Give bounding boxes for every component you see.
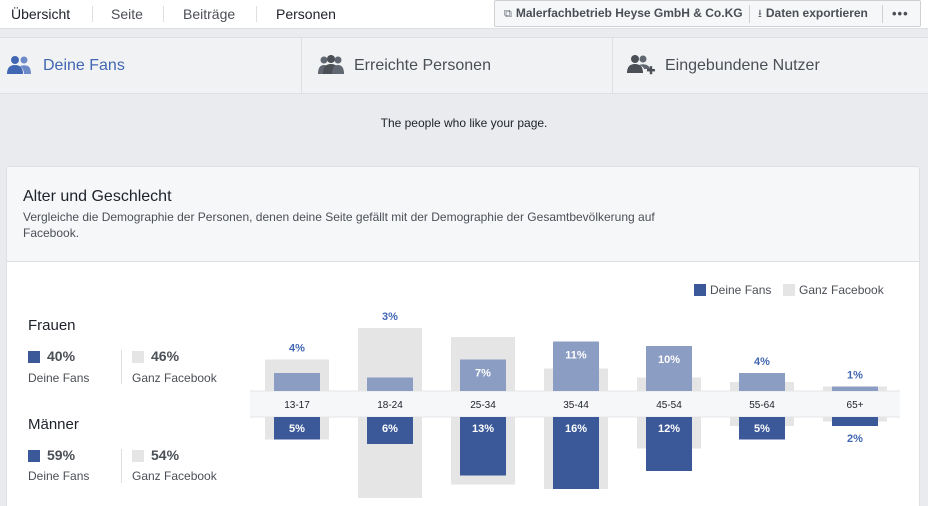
page-name: Malerfachbetrieb Heyse GmbH & Co.KG — [515, 6, 743, 20]
age-category-label: 25-34 — [470, 400, 496, 411]
women-fans-bar — [274, 373, 320, 391]
age-category-label: 65+ — [847, 400, 864, 411]
men-fans-bar — [553, 417, 599, 489]
pill-divider — [749, 5, 750, 23]
women-fans-value-label: 1% — [847, 370, 863, 382]
men-fans-bar — [646, 417, 692, 471]
men-fans-bar — [367, 417, 413, 444]
page-actions-group: ⧉ Malerfachbetrieb Heyse GmbH & Co.KG ⭳ Da… — [494, 0, 921, 27]
women-fans-value-label: 4% — [754, 356, 770, 368]
women-fans-swatch — [28, 351, 40, 363]
subtab-label: Deine Fans — [43, 57, 125, 74]
download-icon: ⭳ — [758, 8, 762, 20]
export-data-button[interactable]: ⭳ Daten exportieren — [758, 1, 868, 27]
stat-divider — [121, 350, 122, 384]
age-axis-band — [250, 391, 900, 417]
women-facebook-pct: 46% — [151, 348, 180, 364]
women-fans-bar — [739, 373, 785, 391]
card-title: Alter und Geschlecht — [23, 188, 172, 205]
engaged-users-icon — [627, 55, 655, 75]
men-fans-swatch — [28, 450, 40, 462]
legend-all-facebook: Ganz Facebook — [783, 283, 884, 297]
subtab-engaged-users[interactable]: Eingebundene Nutzer — [613, 38, 928, 94]
page-icon: ⧉ — [504, 8, 512, 20]
subtab-label: Eingebundene Nutzer — [665, 57, 820, 74]
export-label: Daten exportieren — [765, 6, 868, 20]
card-description: Vergleiche die Demographie der Personen,… — [23, 210, 655, 240]
men-facebook-label: Ganz Facebook — [132, 469, 217, 483]
top-navigation: Übersicht Seite Beiträge Personen ⧉ Maler… — [0, 0, 928, 29]
men-fans-bar — [739, 417, 785, 440]
nav-divider — [256, 6, 257, 22]
men-fans-value-label: 6% — [382, 423, 398, 435]
age-category-label: 35-44 — [563, 400, 589, 411]
people-subtabs: Deine Fans Erreichte Personen Eingebunde… — [0, 37, 928, 94]
card-header: Alter und Geschlecht Vergleiche die Demo… — [7, 167, 919, 262]
women-fans-value-label: 4% — [289, 343, 305, 355]
women-fans-value-label: 3% — [382, 311, 398, 323]
age-category-label: 18-24 — [377, 400, 403, 411]
legend-your-fans: Deine Fans — [694, 283, 771, 297]
stat-divider — [121, 449, 122, 483]
age-category-label: 55-64 — [749, 400, 775, 411]
age-category-label: 13-17 — [284, 400, 310, 411]
men-fans-label: Deine Fans — [28, 469, 90, 483]
legend-label-facebook: Ganz Facebook — [799, 283, 884, 297]
age-category-label: 45-54 — [656, 400, 682, 411]
page-switcher-button[interactable]: ⧉ Malerfachbetrieb Heyse GmbH & Co.KG — [504, 1, 743, 27]
women-fans-bar — [553, 341, 599, 391]
men-fans-value-label: 2% — [847, 433, 863, 445]
women-title: Frauen — [28, 317, 76, 334]
men-fans-pct: 59% — [47, 447, 76, 463]
women-fans-value-label: 7% — [475, 368, 491, 380]
more-options-button[interactable]: ••• — [892, 6, 909, 21]
nav-divider — [163, 6, 164, 22]
women-fans-bar — [646, 346, 692, 391]
nav-divider — [92, 6, 93, 22]
men-fans-bar — [274, 417, 320, 440]
subtab-people-reached[interactable]: Erreichte Personen — [302, 38, 612, 94]
women-facebook-swatch — [132, 351, 144, 363]
age-gender-chart: 4% 5% 13-17 3% 6% 18-24 7% 13% 25-34 11% 16% 35-44 1… — [250, 311, 900, 498]
men-fans-value-label: 13% — [472, 423, 494, 435]
subtab-label: Erreichte Personen — [354, 57, 491, 74]
men-fans-bar — [460, 417, 506, 476]
men-fans-value-label: 12% — [658, 423, 680, 435]
fans-icon — [7, 56, 31, 74]
age-gender-card: Alter und Geschlecht Vergleiche die Demo… — [6, 166, 920, 506]
women-fans-pct: 40% — [47, 348, 76, 364]
women-fans-label: Deine Fans — [28, 371, 90, 385]
women-fans-bar — [460, 359, 506, 391]
women-fans-value-label: 11% — [565, 350, 587, 362]
subtab-divider — [301, 38, 302, 94]
men-fans-value-label: 5% — [289, 423, 305, 435]
men-fans-value-label: 5% — [754, 423, 770, 435]
women-fans-value-label: 10% — [658, 354, 680, 366]
tab-page[interactable]: Seite — [111, 6, 143, 22]
tab-posts[interactable]: Beiträge — [183, 6, 236, 22]
tab-description: The people who like your page. — [380, 116, 548, 130]
women-facebook-label: Ganz Facebook — [132, 371, 217, 385]
pill-divider — [882, 5, 883, 23]
subtab-your-fans[interactable]: Deine Fans — [0, 38, 301, 94]
tab-overview[interactable]: Übersicht — [11, 6, 71, 22]
subtab-divider — [612, 38, 613, 94]
women-fans-bar — [367, 377, 413, 391]
legend-label-fans: Deine Fans — [710, 283, 772, 297]
tab-people[interactable]: Personen — [276, 6, 336, 22]
people-reached-icon — [318, 55, 344, 74]
legend-swatch-fans — [694, 284, 706, 296]
men-title: Männer — [28, 416, 79, 433]
men-facebook-pct: 54% — [151, 447, 180, 463]
women-fans-bar — [832, 386, 878, 391]
legend-swatch-facebook — [783, 284, 795, 296]
men-fans-value-label: 16% — [565, 423, 587, 435]
men-facebook-swatch — [132, 450, 144, 462]
men-fans-bar — [832, 417, 878, 426]
